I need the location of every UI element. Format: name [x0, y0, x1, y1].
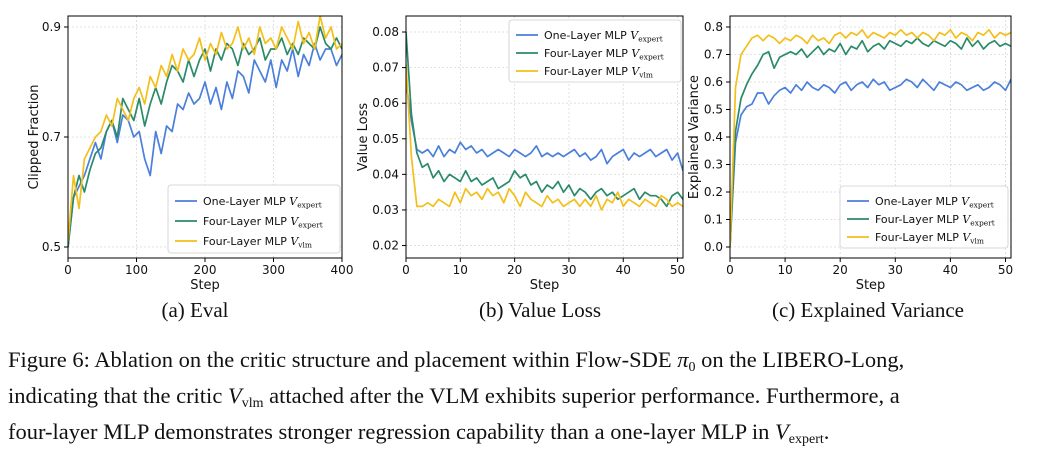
x-tick-label: 10 [777, 263, 792, 277]
y-tick-label: 0.8 [704, 20, 723, 34]
y-axis-label: Explained Variance [687, 75, 702, 199]
legend-entry-four-layer-expert: Four-Layer MLP Vexpert [203, 215, 323, 230]
x-tick-label: 50 [998, 263, 1013, 277]
y-tick-label: 0.02 [372, 239, 399, 253]
legend-entry-four-layer-expert: Four-Layer MLP Vexpert [544, 47, 664, 62]
y-tick-label: 0.9 [42, 20, 61, 34]
y-tick-label: 0.4 [704, 130, 723, 144]
legend-entry-four-layer-expert: Four-Layer MLP Vexpert [875, 213, 995, 228]
caption-line-1: Figure 6: Ablation on the critic structu… [8, 347, 905, 375]
legend-entry-one-layer-expert: One-Layer MLP Vexpert [544, 29, 663, 44]
y-tick-label: 0.0 [704, 240, 723, 254]
x-tick-label: 40 [616, 263, 631, 277]
legend-box [167, 184, 341, 254]
y-tick-label: 0.06 [372, 96, 399, 110]
plot-frame [405, 15, 684, 259]
x-tick-label: 400 [331, 263, 354, 277]
x-tick-label: 30 [888, 263, 903, 277]
y-tick-label: 0.5 [704, 103, 723, 117]
series-line-four-layer-vlm [68, 16, 342, 242]
x-tick-label: 0 [402, 263, 410, 277]
caption-line-2: indicating that the critic Vvlm attached… [8, 383, 900, 411]
x-tick-label: 50 [670, 263, 685, 277]
series-line-four-layer-vlm [730, 28, 1011, 248]
x-tick-label: 30 [561, 263, 576, 277]
y-axis-label: Value Loss [356, 103, 371, 172]
legend-entry-four-layer-vlm: Four-Layer MLP Vvlm [203, 235, 312, 250]
legend-entry-one-layer-expert: One-Layer MLP Vexpert [203, 195, 322, 210]
subcaption-eval: (a) Eval [161, 298, 229, 322]
y-tick-label: 0.7 [42, 130, 61, 144]
y-tick-label: 0.1 [704, 213, 723, 227]
x-tick-label: 300 [262, 263, 285, 277]
series-line-four-layer-vlm [406, 63, 683, 211]
x-axis-label: Step [190, 278, 220, 293]
y-tick-label: 0.3 [704, 158, 723, 172]
x-tick-label: 100 [125, 263, 148, 277]
legend-entry-four-layer-vlm: Four-Layer MLP Vvlm [875, 231, 984, 246]
y-tick-label: 0.07 [372, 61, 399, 75]
y-tick-label: 0.03 [372, 203, 399, 217]
x-tick-label: 40 [943, 263, 958, 277]
series-line-four-layer-expert [406, 31, 683, 208]
y-tick-label: 0.08 [372, 25, 399, 39]
caption-line-3: four-layer MLP demonstrates stronger reg… [8, 419, 830, 447]
series-line-four-layer-expert [730, 37, 1011, 248]
y-tick-label: 0.04 [372, 167, 399, 181]
x-axis-label: Step [530, 278, 560, 293]
y-axis-label: Clipped Fraction [27, 84, 42, 189]
x-tick-label: 20 [833, 263, 848, 277]
x-tick-label: 0 [726, 263, 734, 277]
x-tick-label: 200 [194, 263, 217, 277]
legend-entry-four-layer-vlm: Four-Layer MLP Vvlm [544, 65, 653, 80]
x-tick-label: 10 [453, 263, 468, 277]
y-tick-label: 0.5 [42, 240, 61, 254]
legend: One-Layer MLP Vexpert Four-Layer MLP Vexp… [839, 185, 1009, 249]
y-tick-label: 0.6 [704, 75, 723, 89]
x-tick-label: 0 [64, 263, 72, 277]
y-tick-label: 0.7 [704, 48, 723, 62]
chart-value-loss: 0 10 20 30 40 50 0.02 0.03 0.04 0.05 0.06 0.07 0.08 S… [356, 15, 685, 293]
legend: One-Layer MLP Vexpert Four-Layer MLP Vexp… [167, 184, 341, 254]
series-line-one-layer-expert [730, 78, 1011, 248]
series-line-four-layer-expert [68, 26, 342, 248]
legend: One-Layer MLP Vexpert Four-Layer MLP Vexp… [508, 19, 682, 83]
chart-explained-variance: 0 10 20 30 40 50 0.0 0.1 0.2 0.3 0.4 0.5 0.6 0.7 0.8 St… [687, 15, 1013, 293]
legend-box [839, 185, 1009, 249]
x-axis-label: Step [856, 278, 886, 293]
legend-box [508, 19, 682, 83]
legend-entry-one-layer-expert: One-Layer MLP Vexpert [875, 195, 994, 210]
y-tick-label: 0.2 [704, 185, 723, 199]
figure-caption: Figure 6: Ablation on the critic structu… [8, 346, 1046, 454]
y-tick-label: 0.05 [372, 132, 399, 146]
chart-eval: 0 100 200 300 400 0.5 0.7 0.9 Step Clipped Fracti… [27, 15, 354, 293]
subcaption-value-loss: (b) Value Loss [478, 298, 602, 322]
subcaption-explained-variance: (c) Explained Variance [771, 298, 964, 322]
series-line-one-layer-expert [406, 81, 683, 172]
x-tick-label: 20 [507, 263, 522, 277]
